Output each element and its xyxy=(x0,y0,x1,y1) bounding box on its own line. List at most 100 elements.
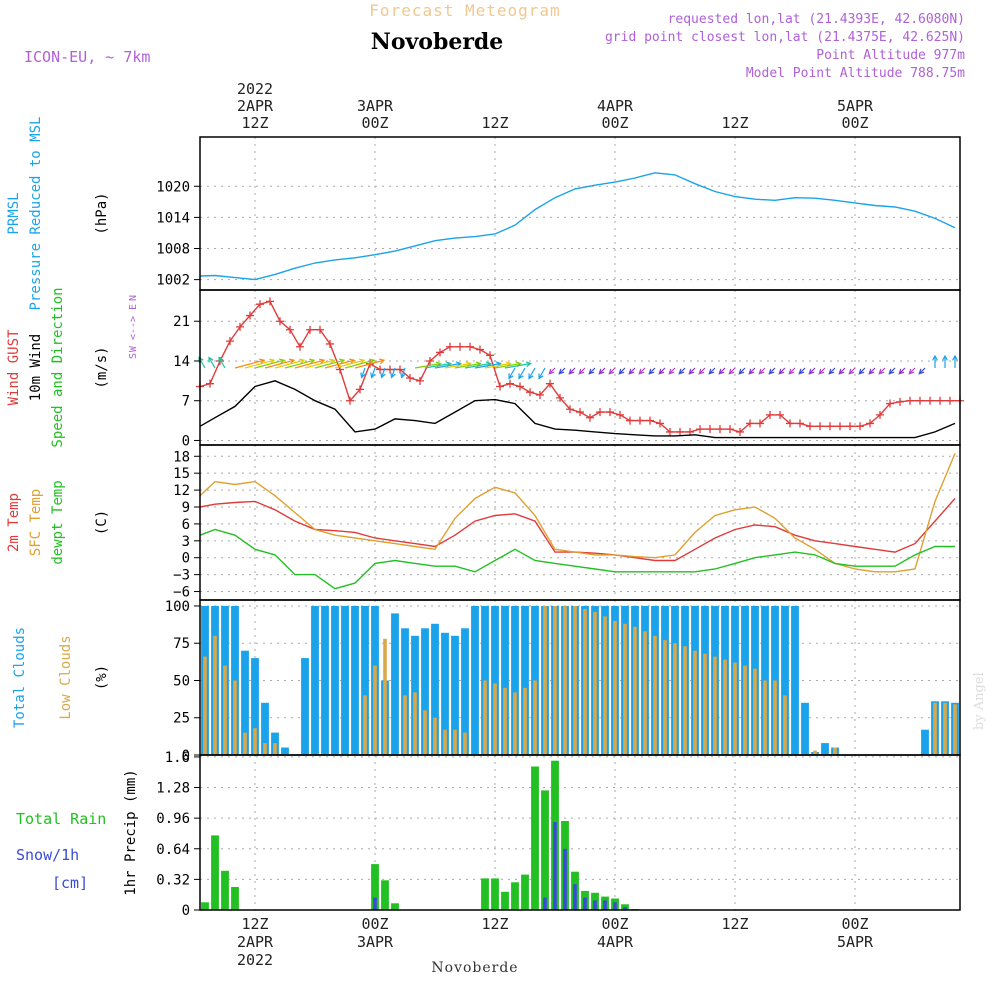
top-time-label: 12Z xyxy=(721,114,748,132)
wind-arrow-head xyxy=(848,368,855,375)
clouds-bar xyxy=(773,680,777,755)
unit-label: (m/s) xyxy=(94,346,110,388)
wind-arrow xyxy=(381,367,386,378)
clouds-bar xyxy=(653,635,657,755)
clouds-bar xyxy=(383,638,387,756)
wind-arrow-head xyxy=(578,368,585,375)
wind-arrow-head xyxy=(528,373,534,380)
wind-arrow xyxy=(778,367,786,375)
precip-bar xyxy=(531,766,539,910)
y-tick-label: 25 xyxy=(173,711,190,727)
wind-arrow xyxy=(208,357,216,369)
clouds-bar xyxy=(421,628,429,755)
gust-point xyxy=(566,405,574,414)
bottom-time-label: 4APR xyxy=(597,933,634,951)
wind-arrow xyxy=(558,367,566,375)
gust-point xyxy=(276,317,284,326)
clouds-bar xyxy=(491,606,499,755)
y-tick-label: 1.28 xyxy=(156,781,190,797)
gust-point xyxy=(226,337,234,346)
gust-point xyxy=(926,396,934,405)
precip-bar xyxy=(543,897,547,910)
y-tick-label: 1.6 xyxy=(165,750,190,766)
compass-south: S xyxy=(128,353,139,359)
compass-we: W <--> E xyxy=(128,304,139,352)
series-label: 2m Temp xyxy=(6,493,22,552)
clouds-bar xyxy=(311,606,319,755)
wind-arrow-head xyxy=(348,358,356,365)
panel-frame xyxy=(199,754,961,911)
wind-arrow xyxy=(371,367,376,378)
wind-arrow-head xyxy=(868,368,875,375)
y-tick-label: 3 xyxy=(182,534,190,550)
gust-point xyxy=(376,365,384,374)
clouds-bar xyxy=(813,750,817,755)
wind-arrow xyxy=(464,362,491,369)
wind-arrow-head xyxy=(942,354,948,361)
10m-wind-line xyxy=(199,380,956,439)
clouds-bar xyxy=(431,623,439,755)
requested-coords: requested lon,lat (21.4393E, 42.6080N) xyxy=(668,12,965,27)
wind-arrow xyxy=(598,367,606,375)
wind-arrow-head xyxy=(288,358,296,365)
bottom-time-label: 00Z xyxy=(841,915,868,933)
clouds-bar xyxy=(263,743,267,755)
bottom-time-label: 12Z xyxy=(481,915,508,933)
y-tick-label: 1008 xyxy=(156,242,190,258)
series-label: Low Clouds xyxy=(58,635,74,719)
wind-arrow-head xyxy=(648,368,655,375)
wind-arrow xyxy=(628,367,636,375)
wind-arrow-head xyxy=(518,373,524,380)
wind-arrow-head xyxy=(338,358,346,365)
wind-arrow-head xyxy=(888,368,895,375)
gust-point xyxy=(496,382,504,391)
precip-bar xyxy=(501,891,509,910)
gust-point xyxy=(536,391,544,400)
wind-arrow-head xyxy=(918,368,925,375)
wind-arrow-head xyxy=(258,358,266,365)
wind-arrow-head xyxy=(608,368,615,375)
footer-location: Novoberde xyxy=(431,960,518,976)
gust-point xyxy=(346,396,354,405)
gust-point xyxy=(546,379,554,388)
wind-arrow xyxy=(728,367,736,375)
wind-arrow xyxy=(888,367,896,375)
top-time-label: 00Z xyxy=(601,114,628,132)
clouds-bar xyxy=(733,662,737,755)
wind-arrow-head xyxy=(818,368,825,375)
wind-arrow-head xyxy=(788,368,795,375)
clouds-bar xyxy=(613,620,617,755)
clouds-bar xyxy=(781,606,789,755)
data-layer xyxy=(196,172,964,910)
wind-arrow-head xyxy=(390,372,396,379)
gust-point xyxy=(866,419,874,428)
wind-arrow xyxy=(698,367,706,375)
clouds-bar xyxy=(213,635,217,755)
gust-point xyxy=(246,311,254,320)
clouds-bar xyxy=(413,692,417,755)
wind-arrow-head xyxy=(668,368,675,375)
wind-arrow-head xyxy=(525,361,532,368)
y-tick-label: 100 xyxy=(165,599,190,615)
y-tick-label: 1014 xyxy=(156,210,190,226)
gust-point xyxy=(386,365,394,374)
gust-point xyxy=(436,348,444,357)
clouds-bar xyxy=(943,702,947,755)
gust-point xyxy=(446,342,454,351)
top-time-label: 00Z xyxy=(361,114,388,132)
gust-point xyxy=(286,325,294,334)
wind-arrow xyxy=(324,359,355,369)
clouds-bar xyxy=(261,702,269,755)
wind-arrow-head xyxy=(678,368,685,375)
panel-frame xyxy=(199,136,961,291)
wind-arrow xyxy=(294,359,325,369)
clouds-bar xyxy=(723,659,727,755)
gust-point xyxy=(826,422,834,431)
top-time-label: 12Z xyxy=(241,114,268,132)
wind-arrow xyxy=(788,367,796,375)
wind-arrow xyxy=(234,359,265,369)
unit-label: (%) xyxy=(94,665,110,690)
gust-point xyxy=(806,422,814,431)
gust-point xyxy=(906,396,914,405)
wind-arrow xyxy=(678,367,686,375)
